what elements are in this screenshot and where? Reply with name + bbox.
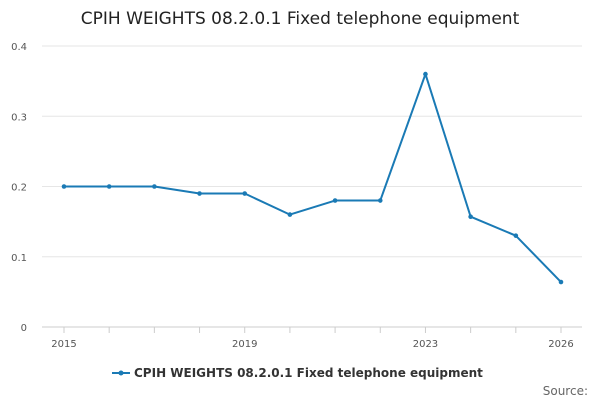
data-point-0-3	[197, 191, 202, 196]
data-point-0-0	[61, 184, 67, 189]
chart-title: CPIH WEIGHTS 08.2.0.1 Fixed telephone eq…	[81, 9, 520, 29]
y-axis: 0 0.1 0.2 0.3 0.4	[11, 42, 27, 334]
x-tick-label-2: 2023	[413, 339, 438, 350]
y-tick-label-3: 0.3	[11, 112, 27, 123]
grid-lines	[42, 45, 582, 258]
y-tick-label-2: 0.2	[11, 183, 27, 194]
legend-swatch-dot	[118, 370, 124, 376]
data-point-0-4	[242, 191, 248, 196]
legend-label: CPIH WEIGHTS 08.2.0.1 Fixed telephone eq…	[134, 366, 483, 380]
data-point-0-5	[287, 212, 293, 217]
y-tick-label-0: 0	[21, 323, 27, 334]
x-tick-label-0: 2015	[51, 339, 76, 350]
legend[interactable]: CPIH WEIGHTS 08.2.0.1 Fixed telephone eq…	[112, 366, 483, 380]
source-label: Source:	[543, 384, 588, 398]
data-point-0-9	[468, 214, 473, 220]
data-point-0-1	[106, 184, 112, 189]
y-tick-label-4: 0.4	[11, 42, 27, 53]
x-tick-label-1: 2019	[232, 339, 257, 350]
x-axis: 2015 2019 2023 2026	[42, 326, 582, 350]
series-line-0	[64, 73, 562, 283]
x-tick-label-3: 2026	[548, 339, 573, 350]
data-point-0-10	[513, 233, 519, 238]
data-point-0-6	[332, 198, 338, 203]
data-point-0-7	[377, 198, 383, 203]
y-tick-label-1: 0.1	[11, 253, 27, 264]
data-point-0-8	[423, 71, 428, 77]
data-point-0-11	[558, 279, 564, 285]
data-point-0-2	[152, 184, 157, 189]
series-group	[61, 71, 564, 285]
